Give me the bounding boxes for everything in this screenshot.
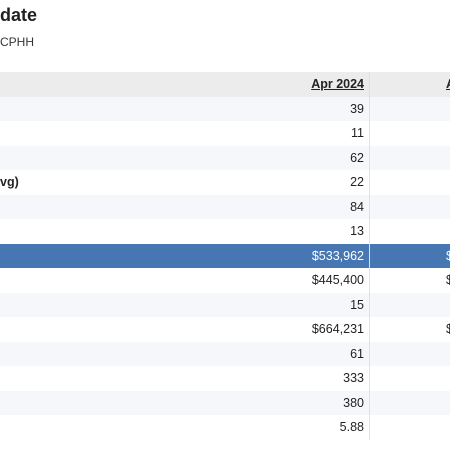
table-row[interactable]: 62 [0, 145, 450, 170]
table-row[interactable]: vg) 22 [0, 170, 450, 195]
column-separator [369, 415, 370, 440]
header-row: Apr 2024 A [0, 72, 450, 97]
table-row[interactable]: $533,962 $ [0, 243, 450, 268]
table-cell: 84 [350, 199, 364, 214]
column-separator [369, 170, 370, 195]
table-cell: $ [446, 248, 450, 263]
table-cell: $664,231 [311, 322, 364, 337]
column-separator [369, 268, 370, 293]
report-title: date [0, 5, 38, 25]
table-cell: $ [446, 322, 450, 337]
column-header[interactable]: Apr 2024 [311, 72, 364, 97]
table-row[interactable]: 333 [0, 366, 450, 391]
column-separator [369, 121, 370, 146]
table-cell: $445,400 [311, 273, 364, 288]
table-cell: 61 [350, 346, 364, 361]
column-separator [369, 317, 370, 342]
table-row[interactable]: 84 [0, 194, 450, 219]
table-cell: 22 [350, 175, 364, 190]
column-separator [369, 243, 370, 268]
table-cell: 380 [343, 395, 364, 410]
table-cell: 13 [350, 224, 364, 239]
column-separator [369, 72, 370, 97]
column-separator [369, 390, 370, 415]
column-header-text[interactable]: Apr 2024 [311, 77, 364, 92]
column-header-text[interactable]: A [446, 77, 450, 91]
table-row[interactable]: $664,231 $ [0, 317, 450, 342]
table-cell: 5.88 [339, 420, 364, 435]
table-row[interactable]: 11 [0, 121, 450, 146]
table-cell: $533,962 [311, 248, 364, 263]
table-cell: 333 [343, 371, 364, 386]
column-separator [369, 292, 370, 317]
table-cell: 62 [350, 150, 364, 165]
table-row[interactable]: 13 [0, 219, 450, 244]
table-row[interactable]: 5.88 [0, 415, 450, 440]
table-row[interactable]: 15 [0, 292, 450, 317]
table-row[interactable]: 61 [0, 341, 450, 366]
column-separator [369, 366, 370, 391]
column-header[interactable]: A [446, 72, 450, 97]
column-separator [369, 194, 370, 219]
report-subtitle: CPHH [0, 35, 35, 49]
table-row[interactable]: $445,400 $ [0, 268, 450, 293]
column-separator [369, 96, 370, 121]
table-cell: 15 [350, 297, 364, 312]
table-cell: 11 [351, 126, 364, 141]
table-row[interactable]: 380 [0, 390, 450, 415]
table-row[interactable]: 39 [0, 96, 450, 121]
table-cell: 39 [350, 101, 364, 116]
row-label: vg) [0, 175, 19, 190]
table-cell: $ [446, 273, 450, 288]
column-separator [369, 341, 370, 366]
column-separator [369, 219, 370, 244]
column-separator [369, 145, 370, 170]
